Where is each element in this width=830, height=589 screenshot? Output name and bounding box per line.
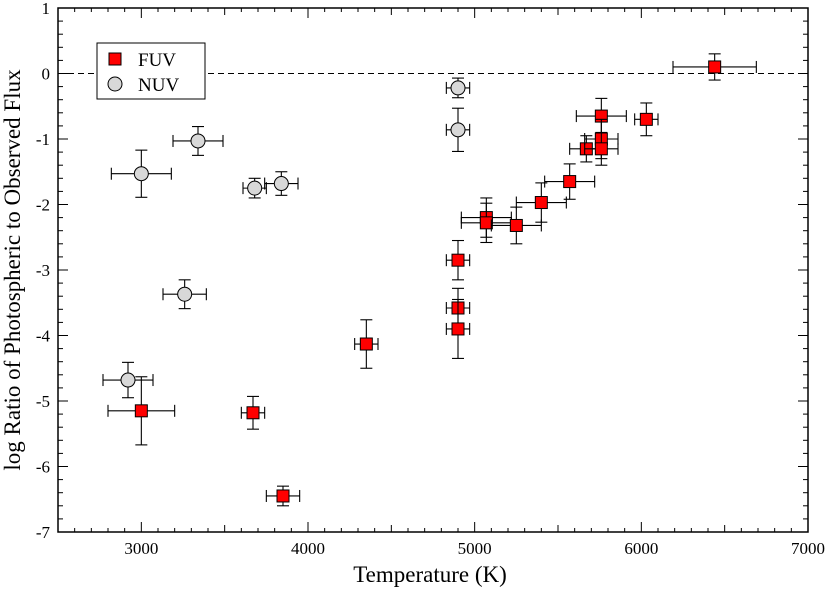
nuv-marker — [177, 286, 193, 302]
nuv-marker — [247, 180, 263, 196]
fuv-data-point — [672, 53, 757, 81]
y-tick-label: -1 — [36, 130, 50, 149]
x-tick-label: 6000 — [624, 539, 658, 558]
fuv-marker — [563, 175, 577, 189]
x-tick-label: 5000 — [458, 539, 492, 558]
fuv-data-point — [460, 202, 512, 244]
legend-nuv-marker — [107, 76, 123, 92]
fuv-data-point — [265, 485, 301, 507]
y-tick-label: -2 — [36, 196, 50, 215]
legend-fuv-label: FUV — [138, 50, 176, 71]
data-points — [102, 53, 757, 507]
y-tick-label: 0 — [42, 65, 51, 84]
fuv-marker — [276, 489, 290, 503]
legend-nuv-label: NUV — [138, 75, 179, 96]
fuv-marker — [708, 60, 722, 74]
x-tick-label: 7000 — [791, 539, 825, 558]
nuv-data-point — [264, 171, 299, 196]
nuv-data-point — [242, 177, 267, 199]
nuv-marker — [133, 166, 149, 182]
fuv-marker — [534, 196, 548, 210]
fuv-data-point — [515, 182, 567, 223]
nuv-data-point — [445, 77, 471, 99]
fuv-data-point — [445, 298, 471, 359]
y-tick-label: -4 — [36, 327, 51, 346]
nuv-data-point — [162, 279, 207, 310]
fuv-marker — [134, 404, 148, 418]
legend-fuv-marker — [108, 52, 122, 66]
fuv-marker — [509, 218, 523, 232]
y-tick-label: 1 — [42, 0, 51, 18]
tick-labels: 3000 4000 5000 6000 7000 1 0 -1 -2 -3 -4 -5 -6 -7 — [36, 0, 825, 558]
nuv-marker — [120, 372, 136, 388]
fuv-data-point — [634, 102, 659, 137]
nuv-marker — [450, 122, 466, 138]
plot-frame — [57, 7, 809, 533]
fuv-data-point — [354, 319, 379, 369]
y-tick-label: -6 — [36, 458, 50, 477]
fuv-marker — [594, 142, 608, 156]
fuv-marker — [639, 112, 653, 126]
fuv-data-point — [107, 376, 176, 446]
nuv-data-point — [102, 361, 154, 399]
nuv-marker — [450, 80, 466, 96]
fuv-marker — [451, 253, 465, 267]
nuv-marker — [190, 133, 206, 149]
y-tick-label: -7 — [36, 523, 51, 542]
axis-ticks — [57, 7, 809, 533]
fuv-marker — [479, 216, 493, 230]
nuv-data-point — [110, 149, 172, 198]
x-axis-label: Temperature (K) — [353, 562, 507, 587]
fuv-data-point — [490, 206, 542, 245]
fuv-data-point — [240, 395, 266, 430]
nuv-data-point — [172, 126, 224, 156]
x-tick-label: 3000 — [124, 539, 158, 558]
fuv-marker — [451, 322, 465, 336]
fuv-marker — [359, 337, 373, 351]
nuv-data-point — [445, 107, 471, 152]
fuv-data-point — [584, 131, 619, 166]
y-tick-label: -3 — [36, 261, 50, 280]
y-tick-label: -5 — [36, 392, 50, 411]
fuv-data-point — [544, 163, 596, 200]
fuv-marker — [246, 406, 260, 420]
legend: FUV NUV — [96, 42, 206, 100]
fuv-data-point — [445, 239, 471, 281]
x-tick-label: 4000 — [291, 539, 325, 558]
y-axis-label: log Ratio of Photospheric to Observed Fl… — [0, 69, 25, 471]
nuv-marker — [273, 176, 289, 192]
